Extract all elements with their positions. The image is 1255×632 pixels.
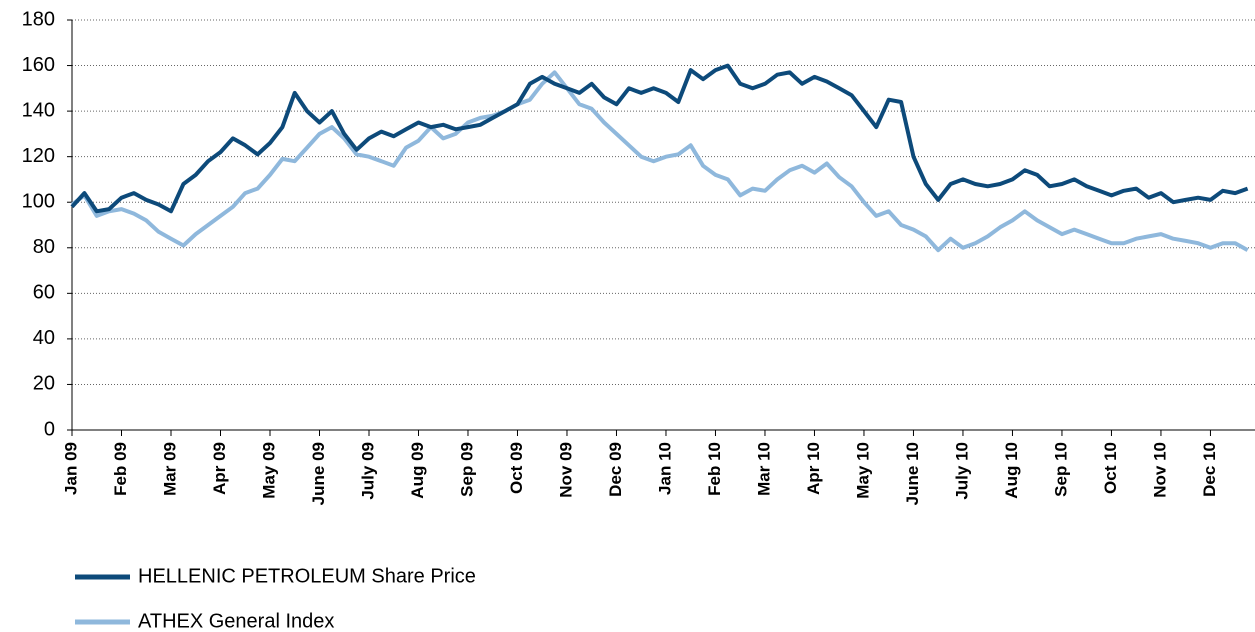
- y-tick-label: 140: [22, 99, 55, 121]
- x-tick-label: July 09: [358, 442, 377, 500]
- x-tick-label: Sep 10: [1051, 442, 1070, 497]
- x-tick-label: Oct 10: [1101, 442, 1120, 494]
- x-tick-label: Jan 10: [655, 442, 674, 495]
- x-tick-label: June 10: [903, 442, 922, 505]
- y-tick-label: 0: [44, 418, 55, 440]
- y-tick-label: 120: [22, 145, 55, 167]
- x-tick-label: Aug 10: [1002, 442, 1021, 499]
- y-tick-label: 40: [33, 327, 55, 349]
- x-tick-label: Apr 09: [210, 442, 229, 495]
- y-tick-label: 180: [22, 8, 55, 30]
- legend-label: ATHEX General Index: [138, 610, 334, 632]
- x-tick-label: Dec 10: [1200, 442, 1219, 497]
- x-tick-label: Mar 09: [160, 442, 179, 496]
- x-tick-label: Dec 09: [606, 442, 625, 497]
- series-line: [70, 63, 1249, 214]
- y-tick-label: 80: [33, 236, 55, 258]
- x-tick-label: Aug 09: [408, 442, 427, 499]
- y-tick-label: 100: [22, 191, 55, 213]
- x-tick-label: May 09: [259, 442, 278, 499]
- y-tick-label: 160: [22, 54, 55, 76]
- x-tick-label: June 09: [309, 442, 328, 505]
- x-tick-label: Mar 10: [754, 442, 773, 496]
- x-tick-label: Nov 09: [556, 442, 575, 498]
- x-tick-label: Oct 09: [507, 442, 526, 494]
- series-line: [70, 70, 1249, 253]
- y-tick-label: 60: [33, 282, 55, 304]
- x-tick-label: Feb 10: [705, 442, 724, 496]
- x-tick-label: Jan 09: [61, 442, 80, 495]
- x-tick-label: Sep 09: [457, 442, 476, 497]
- x-tick-label: Apr 10: [804, 442, 823, 495]
- x-tick-label: Nov 10: [1150, 442, 1169, 498]
- x-tick-label: Feb 09: [111, 442, 130, 496]
- x-tick-label: July 10: [952, 442, 971, 500]
- legend-label: HELLENIC PETROLEUM Share Price: [138, 565, 476, 587]
- y-tick-label: 20: [33, 373, 55, 395]
- x-tick-label: May 10: [853, 442, 872, 499]
